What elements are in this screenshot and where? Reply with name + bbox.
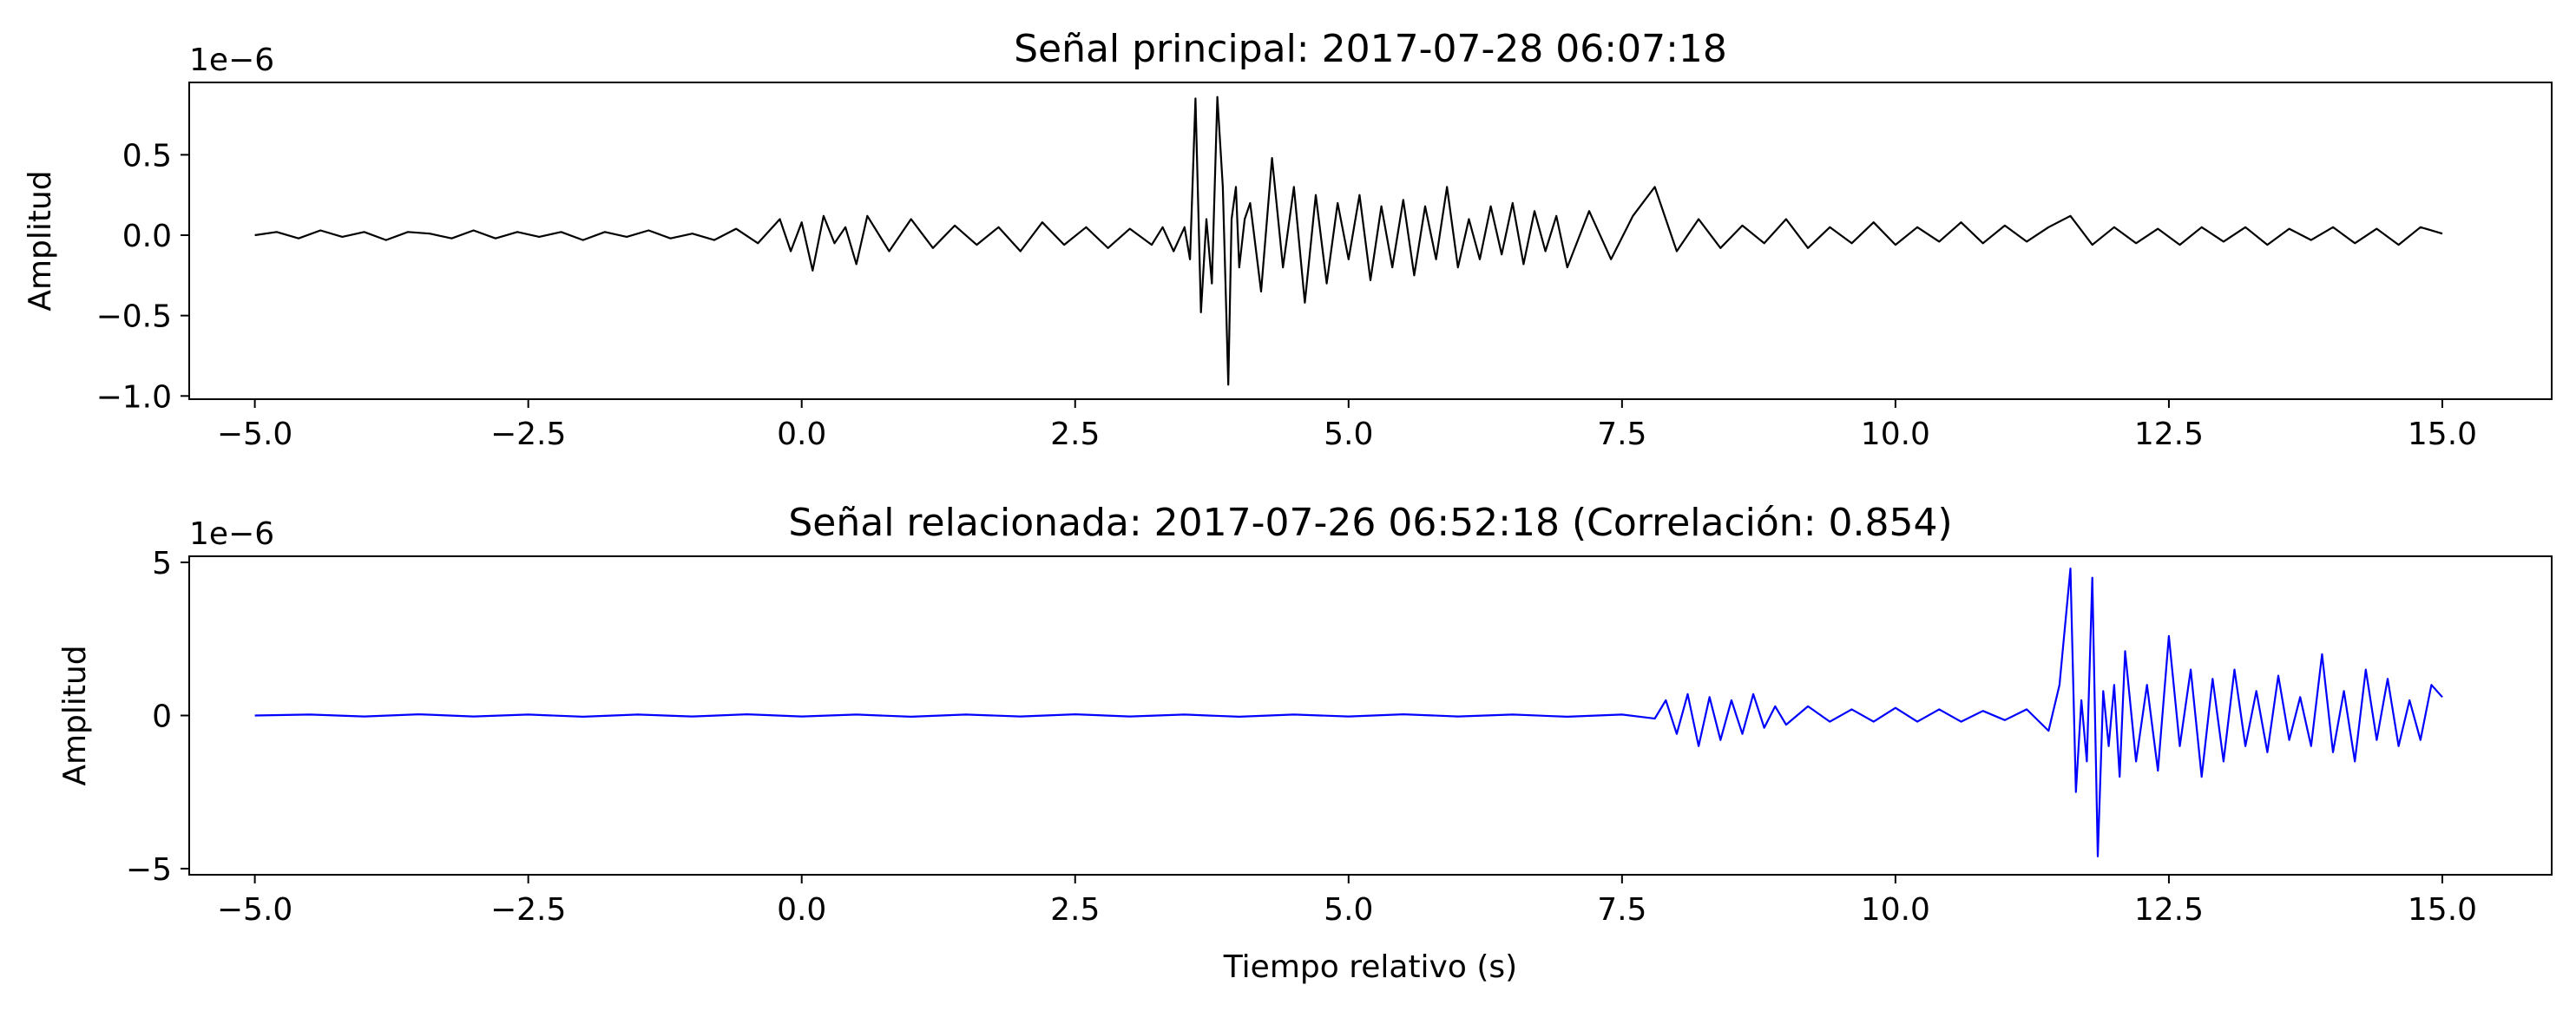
top-signal-line	[254, 95, 2443, 386]
bottom-x-tick-label: 5.0	[1324, 892, 1373, 928]
top-x-tick-label: 5.0	[1324, 417, 1373, 452]
top-x-tick-label: 0.0	[777, 417, 826, 452]
bottom-scale-offset-label: 1e−6	[189, 516, 274, 552]
bottom-y-tick-label: 0	[152, 699, 172, 735]
bottom-signal-line	[254, 567, 2443, 857]
top-y-axis-label: Amplitud	[23, 170, 58, 311]
top-x-tick-label: −5.0	[217, 417, 292, 452]
top-chart-title: Señal principal: 2017-07-28 06:07:18	[1014, 27, 1727, 71]
top-x-tick-label: 7.5	[1597, 417, 1646, 452]
top-y-tick-label: −0.5	[96, 299, 172, 335]
top-y-tick-label: −1.0	[96, 379, 172, 415]
bottom-x-tick-label: 10.0	[1861, 892, 1930, 928]
bottom-y-axis-label: Amplitud	[57, 645, 93, 785]
bottom-chart-panel: Señal relacionada: 2017-07-26 06:52:18 (…	[57, 501, 2553, 985]
bottom-y-tick-label: 5	[152, 546, 172, 581]
bottom-x-tick-label: 12.5	[2134, 892, 2204, 928]
bottom-x-axis-label: Tiempo relativo (s)	[1223, 949, 1517, 985]
top-x-tick-label: 15.0	[2408, 417, 2477, 452]
bottom-x-tick-label: 15.0	[2408, 892, 2477, 928]
top-y-tick-label: 0.5	[122, 138, 172, 174]
bottom-x-tick-label: 0.0	[777, 892, 826, 928]
bottom-x-tick-label: −2.5	[490, 892, 566, 928]
top-x-tick-label: 2.5	[1050, 417, 1100, 452]
bottom-chart-title: Señal relacionada: 2017-07-26 06:52:18 (…	[788, 501, 1952, 545]
bottom-x-tick-label: 7.5	[1597, 892, 1646, 928]
bottom-y-tick-label: −5	[126, 852, 172, 888]
top-x-tick-label: 12.5	[2134, 417, 2204, 452]
bottom-x-tick-label: 2.5	[1050, 892, 1100, 928]
top-x-tick-label: −2.5	[490, 417, 566, 452]
top-y-tick-label: 0.0	[122, 219, 172, 254]
top-axes-frame	[188, 82, 2553, 400]
top-x-tick-label: 10.0	[1861, 417, 1930, 452]
top-chart-panel: Señal principal: 2017-07-28 06:07:18 1e−6…	[23, 27, 2553, 452]
bottom-axes-frame	[188, 555, 2553, 876]
top-scale-offset-label: 1e−6	[189, 43, 274, 78]
bottom-x-tick-label: −5.0	[217, 892, 292, 928]
